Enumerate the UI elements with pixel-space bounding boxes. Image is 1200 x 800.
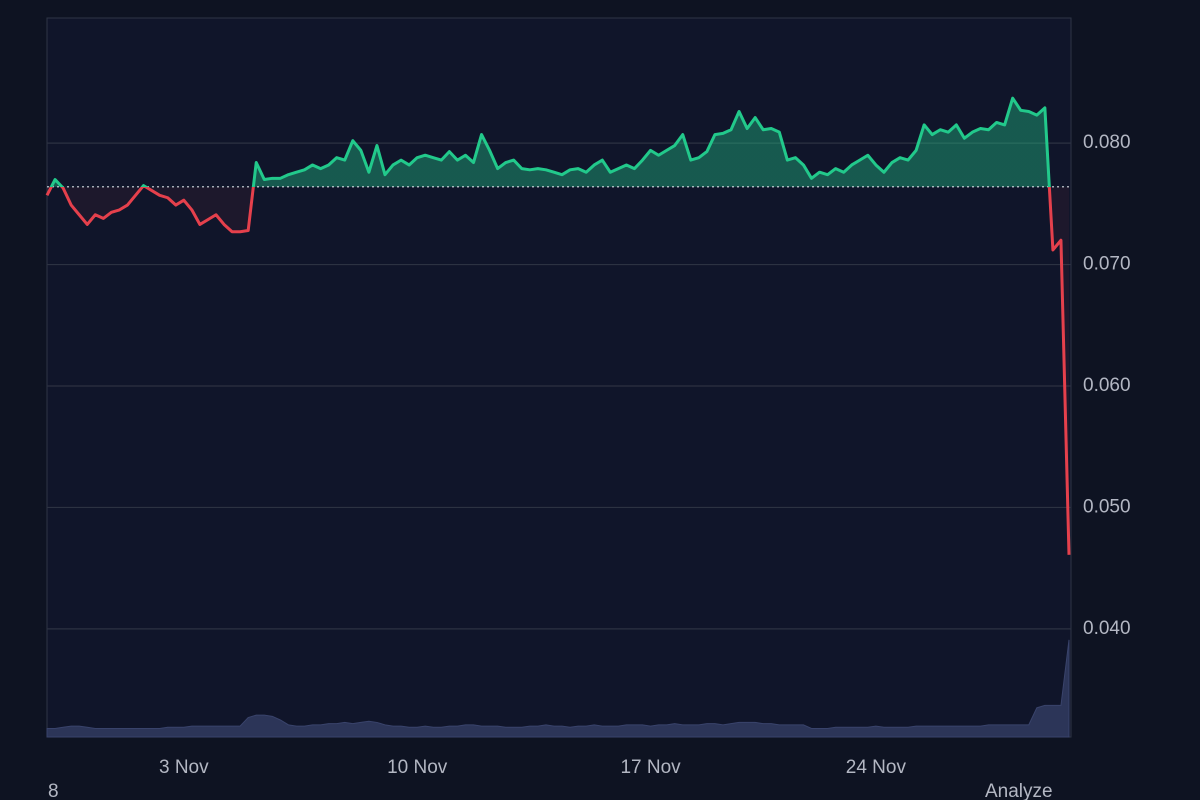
price-line <box>45 96 1071 555</box>
x-tick-label: 10 Nov <box>387 757 448 778</box>
y-tick-label: 0.040 <box>1083 618 1131 639</box>
x-tick-label: 3 Nov <box>159 757 209 778</box>
y-tick-label: 0.070 <box>1083 254 1131 275</box>
y-tick-label: 0.080 <box>1083 132 1131 153</box>
y-tick-label: 0.060 <box>1083 375 1131 396</box>
x-tick-label: 24 Nov <box>846 757 907 778</box>
price-area <box>47 98 1069 555</box>
annotation: 8 <box>48 781 59 800</box>
y-tick-label: 0.050 <box>1083 496 1131 517</box>
x-tick-label: 17 Nov <box>620 757 681 778</box>
plot-area <box>46 17 1072 738</box>
volume-area <box>46 639 1070 738</box>
annotation: Analyze <box>985 781 1053 800</box>
